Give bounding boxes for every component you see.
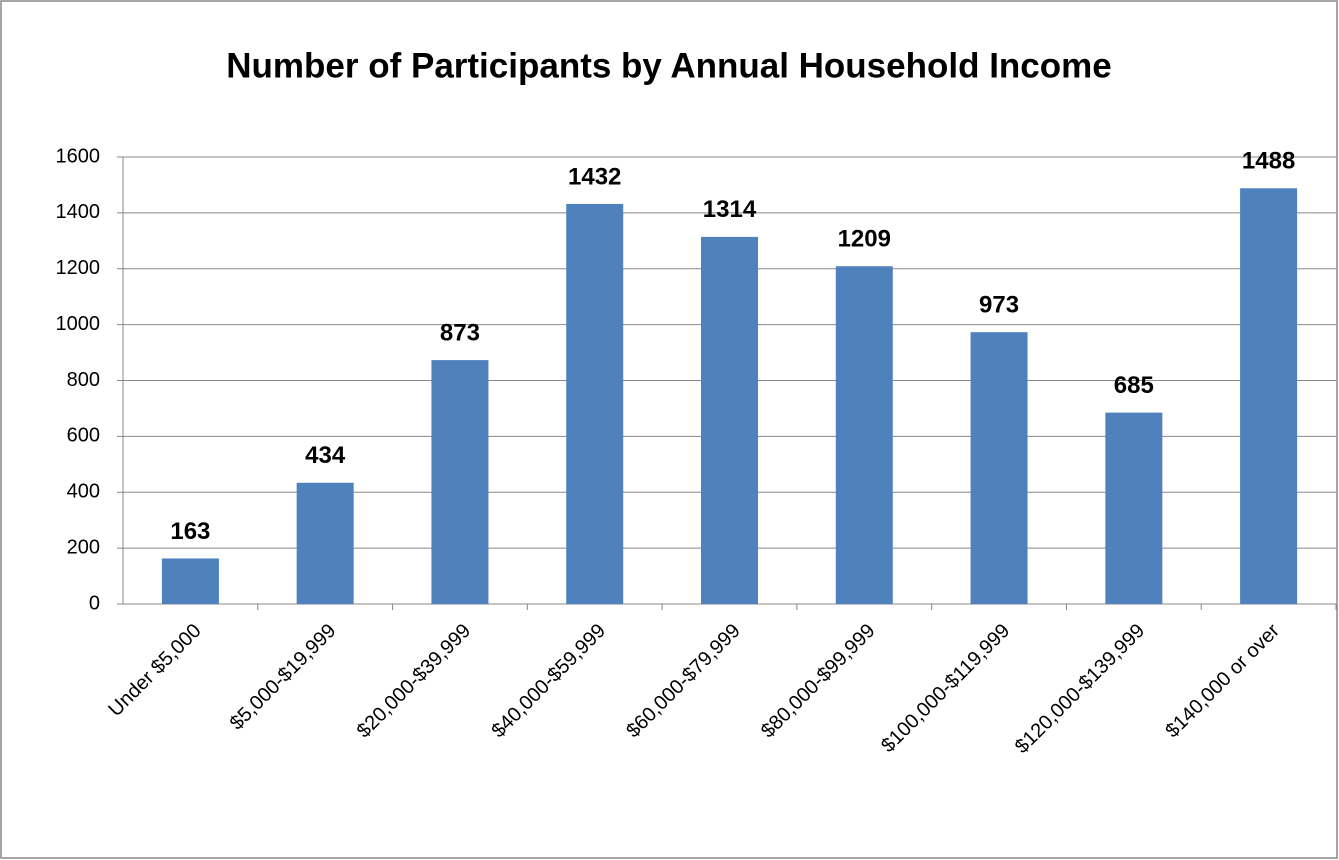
bar bbox=[835, 266, 893, 604]
y-tick-label: 800 bbox=[67, 369, 100, 391]
y-tick-label: 600 bbox=[67, 425, 100, 447]
data-label: 1488 bbox=[1242, 148, 1295, 175]
data-label: 1209 bbox=[838, 226, 891, 253]
data-label: 434 bbox=[305, 442, 346, 469]
y-tick-label: 1200 bbox=[56, 257, 101, 279]
y-tick-label: 1400 bbox=[56, 201, 101, 223]
bar bbox=[296, 482, 354, 604]
y-tick-label: 400 bbox=[67, 481, 100, 503]
y-tick-label: 1000 bbox=[56, 313, 101, 335]
data-label: 163 bbox=[170, 518, 210, 545]
y-tick-label: 200 bbox=[67, 536, 100, 558]
bar bbox=[431, 360, 489, 604]
bar bbox=[970, 332, 1028, 604]
bar bbox=[1240, 188, 1298, 605]
bar bbox=[701, 236, 758, 604]
bar bbox=[161, 558, 219, 604]
bar bbox=[566, 203, 624, 604]
data-label: 973 bbox=[979, 292, 1019, 319]
data-label: 873 bbox=[440, 319, 480, 346]
data-label: 1314 bbox=[703, 196, 757, 223]
y-tick-label: 0 bbox=[89, 592, 100, 614]
bar bbox=[1105, 412, 1163, 604]
chart-title: Number of Participants by Annual Househo… bbox=[226, 46, 1111, 85]
data-label: 685 bbox=[1114, 372, 1154, 399]
y-tick-label: 1600 bbox=[56, 145, 101, 167]
data-label: 1432 bbox=[568, 163, 621, 190]
